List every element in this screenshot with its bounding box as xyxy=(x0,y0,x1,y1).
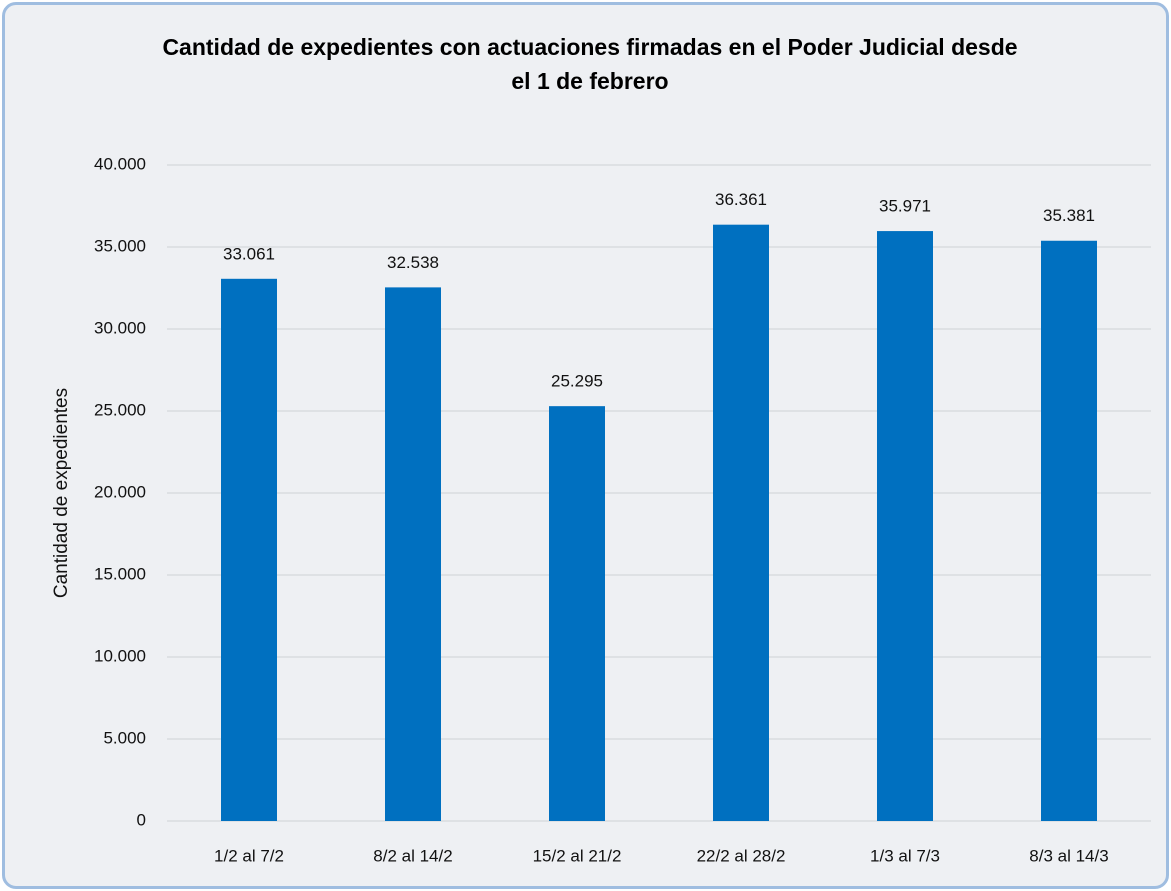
x-tick-label: 15/2 al 21/2 xyxy=(533,846,622,865)
y-tick-label: 10.000 xyxy=(94,646,146,665)
y-tick-label: 5.000 xyxy=(103,728,146,747)
y-tick-label: 25.000 xyxy=(94,400,146,419)
x-tick-label: 8/3 al 14/3 xyxy=(1029,846,1108,865)
value-label: 35.381 xyxy=(1043,206,1095,225)
y-tick-label: 30.000 xyxy=(94,318,146,337)
bar xyxy=(221,278,277,822)
y-tick-label: 15.000 xyxy=(94,564,146,583)
bar xyxy=(877,231,933,821)
chart-title: Cantidad de expedientes con actuaciones … xyxy=(162,34,1018,94)
value-label: 25.295 xyxy=(551,372,603,391)
y-tick-label: 40.000 xyxy=(94,154,146,173)
value-label: 32.538 xyxy=(387,253,439,272)
x-tick-label: 22/2 al 28/2 xyxy=(697,846,786,865)
bar xyxy=(1041,240,1097,822)
bar xyxy=(385,287,441,821)
x-tick-label: 1/3 al 7/3 xyxy=(870,846,940,865)
x-tick-label: 8/2 al 14/2 xyxy=(373,846,452,865)
y-tick-label: 20.000 xyxy=(94,482,146,501)
value-label: 35.971 xyxy=(879,197,931,216)
y-axis-label: Cantidad de expedientes xyxy=(51,388,72,598)
bar xyxy=(713,224,769,822)
y-tick-label: 0 xyxy=(137,810,146,829)
value-label: 36.361 xyxy=(715,190,767,209)
bar xyxy=(549,406,605,821)
x-tick-label: 1/2 al 7/2 xyxy=(214,846,284,865)
value-label: 33.061 xyxy=(223,244,275,263)
y-tick-label: 35.000 xyxy=(94,236,146,255)
